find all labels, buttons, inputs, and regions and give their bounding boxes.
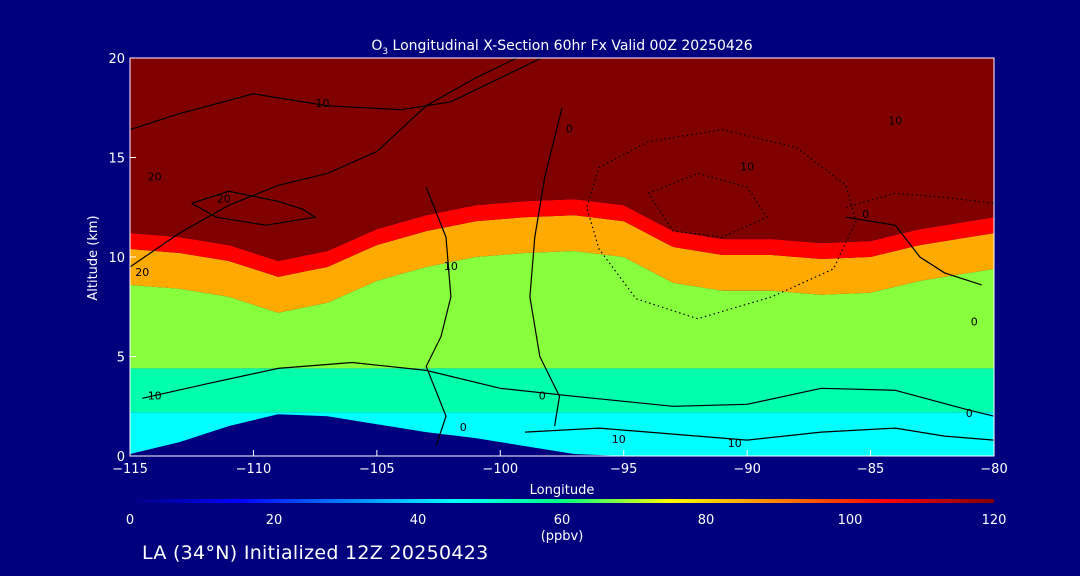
contour-line-10-upper <box>130 58 543 131</box>
contour-line-10-mid <box>425 187 452 447</box>
x-tick-label: −80 <box>980 462 1007 477</box>
y-tick-label: 20 <box>108 52 125 67</box>
chart-title: O3 Longitudinal X-Section 60hr Fx Valid … <box>371 38 752 57</box>
contour-labels: 10 20 20 20 10 0 10 0 0 10 10 10 10 0 0 0 <box>135 97 978 450</box>
x-tick-label: −100 <box>482 462 518 477</box>
y-tick-label: 10 <box>108 251 125 266</box>
x-tick-label: −85 <box>857 462 884 477</box>
y-tick-label: 0 <box>117 450 125 465</box>
x-axis: −115 −110 −105 −100 −95 −90 −85 −80 <box>112 450 1008 477</box>
contour-line-0-mid <box>529 107 563 427</box>
colorbar-unit: (ppbv) <box>541 529 584 544</box>
contour-label: 10 <box>444 260 458 273</box>
band-stratosphere <box>130 58 994 261</box>
contour-label: 0 <box>566 123 573 136</box>
band-tropopause <box>130 199 994 277</box>
contour-label: 10 <box>728 437 742 450</box>
contour-label: 0 <box>460 421 467 434</box>
contour-line-0-lower <box>142 361 994 417</box>
band-upper-troposphere <box>130 215 994 313</box>
contour-line-20 <box>130 58 519 268</box>
colorbar-ticks: 0 20 40 60 80 100 120 <box>126 513 1007 528</box>
contour-label: 0 <box>966 407 973 420</box>
contour-dotted-inner <box>647 172 768 238</box>
x-tick-label: −95 <box>610 462 637 477</box>
contour-label: 0 <box>539 389 546 402</box>
contour-label: 10 <box>316 97 330 110</box>
colorbar-tick-label: 60 <box>554 513 571 528</box>
contour-lines <box>130 58 994 447</box>
colorbar <box>130 499 994 503</box>
contour-line-closed-20 <box>191 190 317 226</box>
contour-label: 0 <box>971 316 978 329</box>
contour-dotted-outer <box>586 128 857 320</box>
contour-label: 10 <box>740 160 754 173</box>
terrain <box>130 414 994 456</box>
contour-label: 10 <box>888 115 902 128</box>
colorbar-tick-label: 40 <box>410 513 427 528</box>
contour-label: 20 <box>148 170 162 183</box>
y-axis: 0 5 10 15 20 <box>108 52 136 465</box>
y-axis-label: Altitude (km) <box>86 215 101 300</box>
contour-label: 10 <box>612 433 626 446</box>
colorbar-tick-label: 100 <box>838 513 863 528</box>
title-species-subscript: 3 <box>382 47 388 57</box>
band-lower-troposphere <box>130 368 994 413</box>
contour-label: 10 <box>148 389 162 402</box>
title-species: O <box>371 38 382 54</box>
contour-line-10-bottom <box>524 427 994 441</box>
colorbar-tick-label: 20 <box>266 513 283 528</box>
band-free-troposphere <box>130 251 994 369</box>
contour-line-0-right <box>845 216 982 286</box>
x-tick-label: −110 <box>236 462 272 477</box>
colorbar-tick-label: 0 <box>126 513 134 528</box>
footer-caption: LA (34°N) Initialized 12Z 20250423 <box>142 542 489 564</box>
colorbar-tick-label: 120 <box>982 513 1007 528</box>
plot-area <box>130 58 994 456</box>
x-axis-label: Longitude <box>530 483 595 498</box>
title-text: Longitudinal X-Section 60hr Fx Valid 00Z… <box>388 38 753 54</box>
x-tick-label: −90 <box>733 462 760 477</box>
contour-label: 20 <box>135 266 149 279</box>
contour-label: 20 <box>217 192 231 205</box>
y-tick-label: 15 <box>108 152 125 167</box>
colorbar-tick-label: 80 <box>698 513 715 528</box>
x-tick-label: −115 <box>112 462 148 477</box>
contour-label: 0 <box>862 208 869 221</box>
x-tick-label: −105 <box>359 462 395 477</box>
y-tick-label: 5 <box>117 351 125 366</box>
